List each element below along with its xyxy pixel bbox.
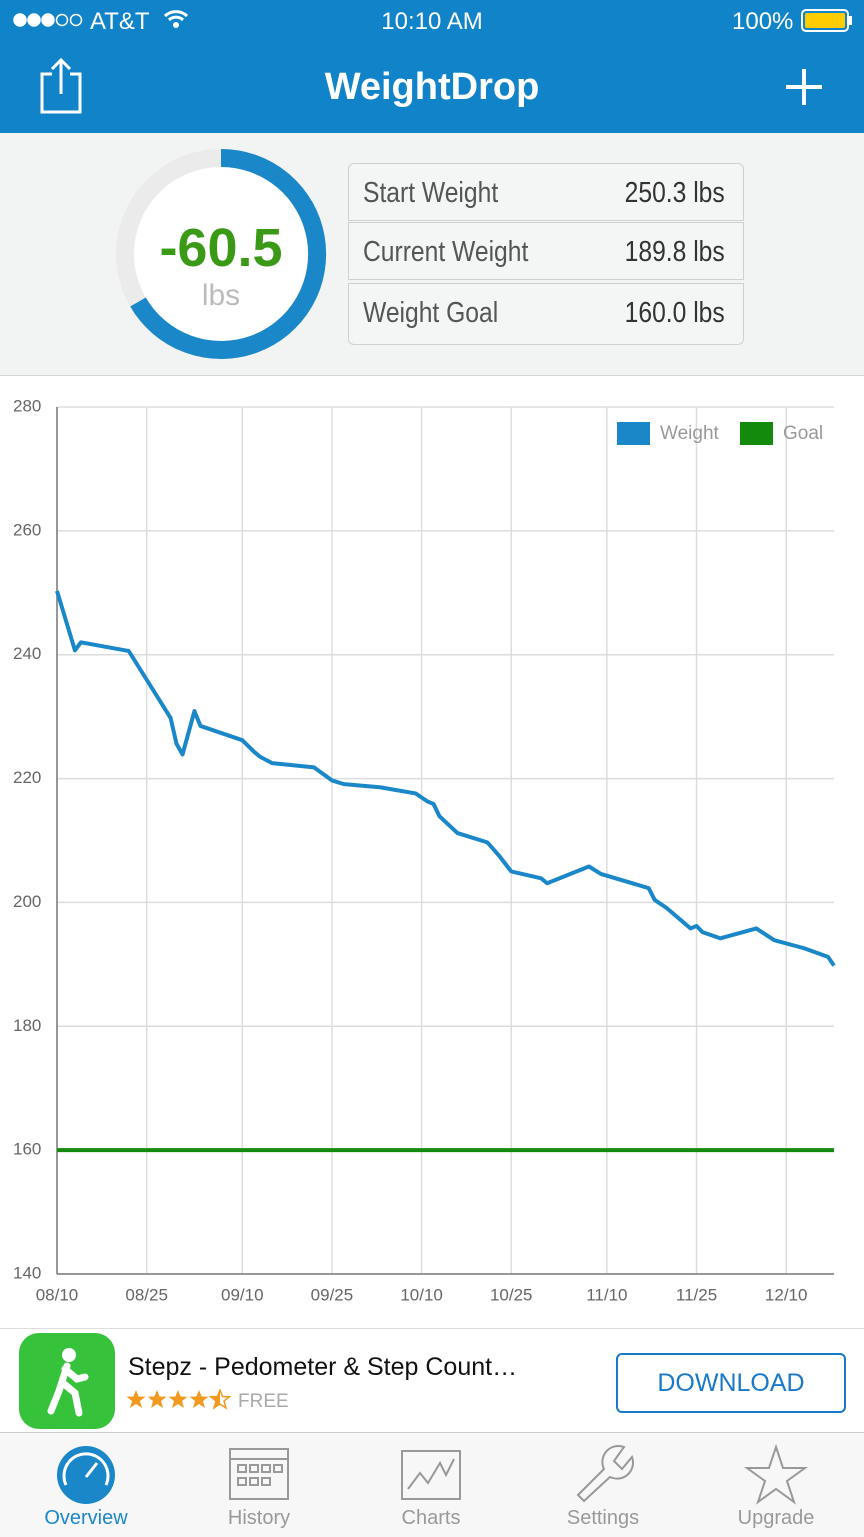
tab-charts[interactable]: Charts [401,1507,461,1529]
weight-change: -60.5 [159,218,283,278]
legend-label: Weight [660,423,720,444]
x-tick-label: 08/25 [125,1285,168,1304]
tab-icons [57,1443,809,1505]
y-tick-label: 280 [13,396,41,415]
tab-settings[interactable]: Settings [566,1507,640,1529]
download-button[interactable]: DOWNLOAD [616,1353,846,1413]
status-icons [13,9,852,114]
y-tick-label: 240 [13,644,41,663]
y-tick-label: 220 [13,768,41,787]
legend-label: Goal [783,423,823,444]
x-tick-label: 09/25 [311,1285,354,1304]
series-line [55,590,836,967]
stat-value: 250.3 lbs [624,177,725,209]
app-icon [19,1333,115,1429]
x-tick-label: 11/25 [676,1285,717,1304]
header: AT&T 10:10 AM 100% WeightDrop [0,0,864,133]
y-tick-label: 140 [13,1263,41,1282]
x-tick-label: 09/10 [221,1285,264,1304]
progress-ring [116,149,327,359]
carrier: AT&T [90,8,150,35]
time: 10:10 AM [381,8,483,35]
add-icon[interactable] [786,69,822,105]
stat-label: Start Weight [363,177,499,209]
legend-swatch [740,422,773,445]
y-tick-label: 260 [13,520,41,539]
weight-chart: 140 160 180 200 220 240 260 280 08/10 08/25 09/10 0… [13,396,836,1304]
y-tick-label: 180 [13,1016,41,1035]
rating-stars [126,1389,232,1410]
y-tick-label: 200 [13,892,41,911]
x-tick-label: 11/10 [586,1285,627,1304]
stat-value: 160.0 lbs [624,297,725,329]
summary: -60.5 lbs Start Weight 250.3 lbs Current… [0,133,864,376]
weight-change-unit: lbs [201,279,241,312]
battery-level: 100% [732,8,794,35]
stat-label: Weight Goal [363,297,499,329]
tab-history[interactable]: History [227,1507,291,1529]
tab-overview[interactable]: Overview [44,1507,128,1529]
legend-swatch [617,422,650,445]
share-icon[interactable] [40,57,82,114]
x-tick-label: 10/10 [400,1285,443,1304]
ad-title: Stepz - Pedometer & Step Count… [128,1353,518,1381]
ad-price: FREE [238,1391,289,1412]
stat-row: Weight Goal 160.0 lbs [348,283,744,345]
tab-bar: Overview History Charts Settings Upgrade [0,1432,864,1537]
stat-label: Current Weight [363,236,529,268]
stat-row: Current Weight 189.8 lbs [348,222,744,280]
app-title: WeightDrop [324,66,540,108]
x-tick-label: 12/10 [765,1285,808,1304]
stat-row: Start Weight 250.3 lbs [348,163,744,221]
tab-upgrade[interactable]: Upgrade [737,1507,815,1529]
x-tick-label: 10/25 [490,1285,533,1304]
y-tick-label: 160 [13,1140,41,1159]
x-tick-label: 08/10 [36,1285,79,1304]
stat-value: 189.8 lbs [624,236,725,268]
ad-banner[interactable]: Stepz - Pedometer & Step Count… FREE DOW… [0,1328,864,1433]
